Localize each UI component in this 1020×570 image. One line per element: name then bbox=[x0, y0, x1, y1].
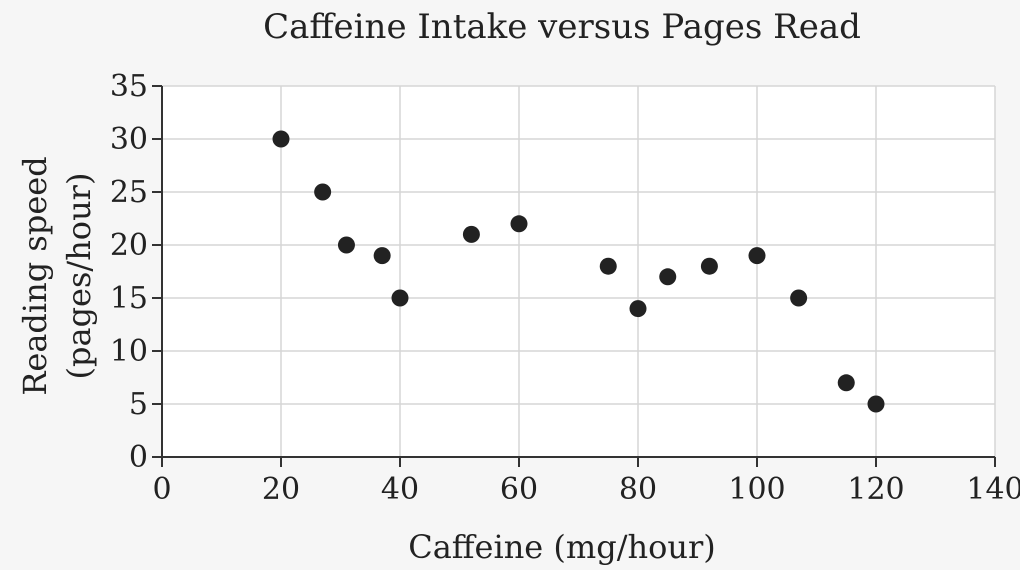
x-tick-label: 80 bbox=[619, 472, 657, 507]
y-tick-label: 0 bbox=[129, 440, 148, 475]
data-point bbox=[790, 289, 808, 307]
data-point bbox=[391, 289, 409, 307]
x-tick-label: 20 bbox=[262, 472, 300, 507]
y-tick-label: 15 bbox=[110, 281, 148, 316]
data-point bbox=[510, 215, 528, 233]
x-tick-label: 0 bbox=[152, 472, 171, 507]
y-tick-label: 10 bbox=[110, 334, 148, 369]
data-point bbox=[629, 300, 647, 318]
x-axis-label: Caffeine (mg/hour) bbox=[408, 528, 716, 566]
chart-title: Caffeine Intake versus Pages Read bbox=[263, 7, 861, 47]
data-point bbox=[272, 130, 290, 148]
x-tick-label: 140 bbox=[966, 472, 1020, 507]
data-point bbox=[748, 247, 766, 265]
y-tick-label: 25 bbox=[110, 175, 148, 210]
y-tick-label: 35 bbox=[110, 69, 148, 104]
x-tick-label: 120 bbox=[847, 472, 904, 507]
x-tick-label: 60 bbox=[500, 472, 538, 507]
y-axis-label-line1: Reading speed bbox=[16, 156, 54, 395]
y-tick-label: 20 bbox=[110, 228, 148, 263]
x-tick-label: 40 bbox=[381, 472, 419, 507]
data-point bbox=[837, 374, 855, 392]
plot-area bbox=[162, 86, 995, 457]
data-point bbox=[599, 257, 617, 275]
data-point bbox=[462, 225, 480, 243]
y-tick-label: 5 bbox=[129, 387, 148, 422]
data-point bbox=[867, 395, 885, 413]
data-point bbox=[337, 236, 355, 254]
y-axis-label-line2: (pages/hour) bbox=[60, 173, 98, 380]
data-point bbox=[700, 257, 718, 275]
data-point bbox=[659, 268, 677, 286]
data-point bbox=[373, 247, 391, 265]
y-tick-label: 30 bbox=[110, 122, 148, 157]
x-tick-label: 100 bbox=[728, 472, 785, 507]
data-point bbox=[314, 183, 332, 201]
